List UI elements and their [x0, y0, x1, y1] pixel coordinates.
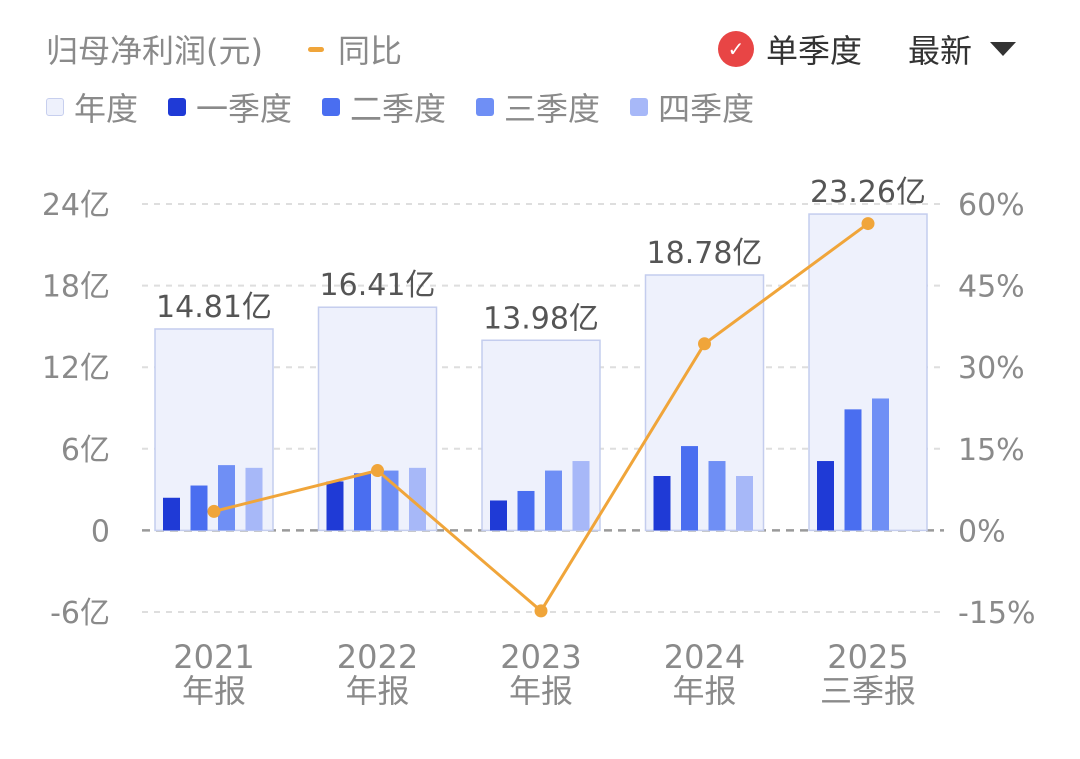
yoy-point	[698, 337, 711, 351]
x-tick-label: 三季报	[820, 672, 916, 710]
annual-bar-label: 18.78亿	[647, 236, 763, 271]
yoy-point	[371, 464, 384, 478]
x-tick-label: 2022	[337, 638, 418, 676]
annual-bar-label: 16.41亿	[320, 268, 436, 303]
yoy-legend[interactable]: 同比	[308, 26, 402, 72]
legend-label: 四季度	[658, 90, 755, 128]
x-tick-label: 年报	[672, 672, 736, 710]
quarter-bar	[190, 485, 208, 531]
legend-swatch	[322, 98, 341, 116]
y-left-tick-label: 24亿	[42, 188, 110, 223]
y-left-tick-label: 18亿	[42, 270, 110, 305]
y-right-tick-label: 0%	[958, 514, 1006, 549]
y-left-tick-label: 0	[91, 514, 110, 549]
y-right-tick-label: 45%	[958, 270, 1025, 305]
quarter-bar	[490, 500, 507, 531]
y-right-tick-label: -15%	[958, 596, 1036, 631]
y-left-tick-label: -6亿	[50, 596, 110, 631]
quarter-bar	[653, 476, 671, 531]
legend: 年度 一季度 二季度 三季度 四季度	[46, 84, 784, 130]
check-icon: ✓	[718, 31, 754, 67]
quarter-bar	[817, 461, 834, 531]
quarter-bar	[708, 461, 726, 531]
legend-swatch	[168, 98, 187, 116]
x-tick-label: 2021	[173, 638, 254, 676]
quarter-bar	[218, 465, 235, 531]
chart-title: 归母净利润(元)	[46, 32, 263, 70]
quarter-bar	[681, 446, 698, 531]
single-quarter-toggle[interactable]: ✓ 单季度	[718, 26, 862, 72]
caret-down-icon	[990, 42, 1017, 56]
yoy-point	[534, 604, 548, 618]
yoy-point	[861, 217, 875, 231]
yoy-line-swatch	[308, 46, 324, 52]
legend-item-annual[interactable]: 年度	[46, 84, 138, 130]
quarter-bar	[572, 461, 590, 531]
quarter-bar	[409, 467, 426, 531]
quarter-bar	[844, 409, 862, 531]
legend-label: 三季度	[504, 90, 601, 128]
legend-label: 年度	[74, 90, 139, 128]
legend-swatch	[46, 98, 64, 116]
x-tick-label: 年报	[509, 672, 573, 710]
legend-swatch	[630, 98, 649, 116]
annual-bar-label: 13.98亿	[483, 301, 599, 336]
y-left-tick-label: 6亿	[61, 433, 110, 468]
y-left-tick-label: 12亿	[42, 351, 110, 386]
single-quarter-label: 单季度	[766, 32, 863, 70]
legend-label: 二季度	[350, 90, 447, 128]
x-tick-label: 2025	[827, 638, 908, 676]
y-right-tick-label: 30%	[958, 351, 1025, 386]
x-tick-label: 2024	[664, 638, 745, 676]
legend-item-q4[interactable]: 四季度	[630, 84, 754, 130]
quarter-bar	[163, 497, 180, 531]
quarter-bar	[354, 473, 371, 531]
chart-header: 归母净利润(元) 同比 ✓ 单季度 最新 年度 一季度 二季度 三季度 四季度	[0, 0, 1080, 140]
legend-label: 一季度	[196, 90, 293, 128]
annual-bar-label: 23.26亿	[810, 175, 926, 210]
quarter-bar	[872, 398, 889, 531]
x-tick-label: 2023	[500, 638, 581, 676]
y-right-tick-label: 60%	[958, 188, 1025, 223]
legend-item-q1[interactable]: 一季度	[168, 84, 292, 130]
legend-swatch	[476, 98, 495, 116]
x-tick-label: 年报	[182, 672, 246, 710]
annual-bar-label: 14.81亿	[156, 290, 272, 325]
quarter-bar	[245, 467, 263, 531]
y-right-tick-label: 15%	[958, 433, 1025, 468]
quarter-bar	[545, 470, 562, 531]
legend-item-q3[interactable]: 三季度	[476, 84, 600, 130]
yoy-point	[207, 504, 221, 518]
quarter-bar	[517, 490, 535, 531]
yoy-legend-label: 同比	[338, 32, 403, 70]
quarter-bar	[326, 481, 344, 531]
legend-item-q2[interactable]: 二季度	[322, 84, 446, 130]
period-dropdown-value: 最新	[908, 32, 973, 70]
quarter-bar	[736, 476, 753, 531]
period-dropdown[interactable]: 最新	[908, 26, 1017, 72]
x-tick-label: 年报	[345, 672, 409, 710]
